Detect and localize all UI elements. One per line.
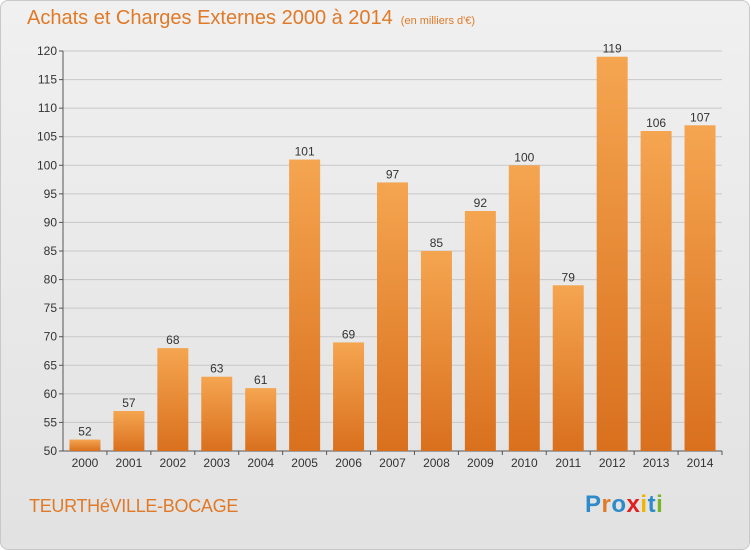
bar [201,376,233,451]
y-tick-label: 100 [37,158,57,172]
chart-title-text: Achats et Charges Externes 2000 à 2014 [27,7,393,29]
x-tick-label: 2009 [467,456,494,470]
logo-letter: P [585,491,602,518]
bar [420,251,452,451]
x-tick-label: 2014 [687,456,714,470]
bar [684,125,716,452]
bar [289,159,321,452]
data-label: 100 [514,150,534,164]
data-label: 52 [78,425,92,439]
bar [245,388,277,451]
y-tick-label: 110 [38,101,57,115]
x-tick-label: 2001 [116,456,143,470]
bar [69,439,101,451]
y-tick-label: 115 [38,73,57,87]
data-label: 79 [562,270,576,284]
bar [508,165,540,452]
y-tick-label: 75 [44,301,58,315]
bars [69,56,716,452]
data-label: 57 [122,396,136,410]
y-tick-label: 55 [44,415,58,429]
data-label: 92 [474,196,488,210]
bar [596,56,628,451]
logo-letter: i [656,491,664,518]
data-label: 68 [166,333,180,347]
y-tick-label: 95 [44,187,58,201]
x-tick-label: 2000 [72,456,99,470]
y-tick-label: 60 [44,387,58,401]
x-tick-label: 2003 [203,456,230,470]
x-tick-label: 2011 [555,456,581,470]
y-tick-label: 80 [44,273,58,287]
data-label: 69 [342,327,356,341]
bar [377,182,408,451]
x-tick-label: 2005 [291,456,318,470]
x-tick-label: 2010 [511,456,538,470]
y-tick-label: 50 [44,444,58,458]
x-tick-label: 2007 [379,456,406,470]
chart-subtitle: (en milliers d'€) [400,15,476,27]
data-label: 119 [603,42,622,56]
logo-letter: t [647,491,657,518]
logo-letter: x [626,491,641,518]
y-tick-label: 70 [44,330,58,344]
place-name: TEURTHéVILLE-BOCAGE [29,496,239,516]
y-tick-label: 120 [37,44,57,58]
data-label: 101 [295,145,315,159]
x-tick-label: 2008 [423,456,450,470]
bar [552,285,584,451]
y-tick-label: 90 [44,215,58,229]
proxiti-logo: Proxiti [585,491,663,519]
data-label: 106 [646,116,666,130]
bar [640,131,672,451]
y-tick-label: 65 [44,358,58,372]
x-tick-label: 2002 [159,456,186,470]
x-tick-label: 2013 [643,456,670,470]
labels: 2000 52 2001 57 2002 68 2003 63 2004 61 2005 101 200… [72,42,714,470]
logo-letter: i [640,491,648,518]
data-label: 63 [210,362,224,376]
bar [157,348,189,451]
x-tick-label: 2012 [599,456,626,470]
logo-letter: o [611,491,627,518]
bar [113,411,145,451]
data-label: 61 [254,373,268,387]
x-tick-label: 2006 [335,456,362,470]
logo-letter: r [601,491,612,518]
data-label: 85 [430,236,444,250]
x-tick-label: 2004 [247,456,274,470]
chart-title: Achats et Charges Externes 2000 à 2014 (e… [27,7,475,30]
y-tick-label: 85 [44,244,58,258]
bar [333,342,365,451]
y-tick-label: 105 [37,130,57,144]
data-label: 97 [386,167,400,181]
bar [464,211,496,451]
data-label: 107 [690,110,710,124]
